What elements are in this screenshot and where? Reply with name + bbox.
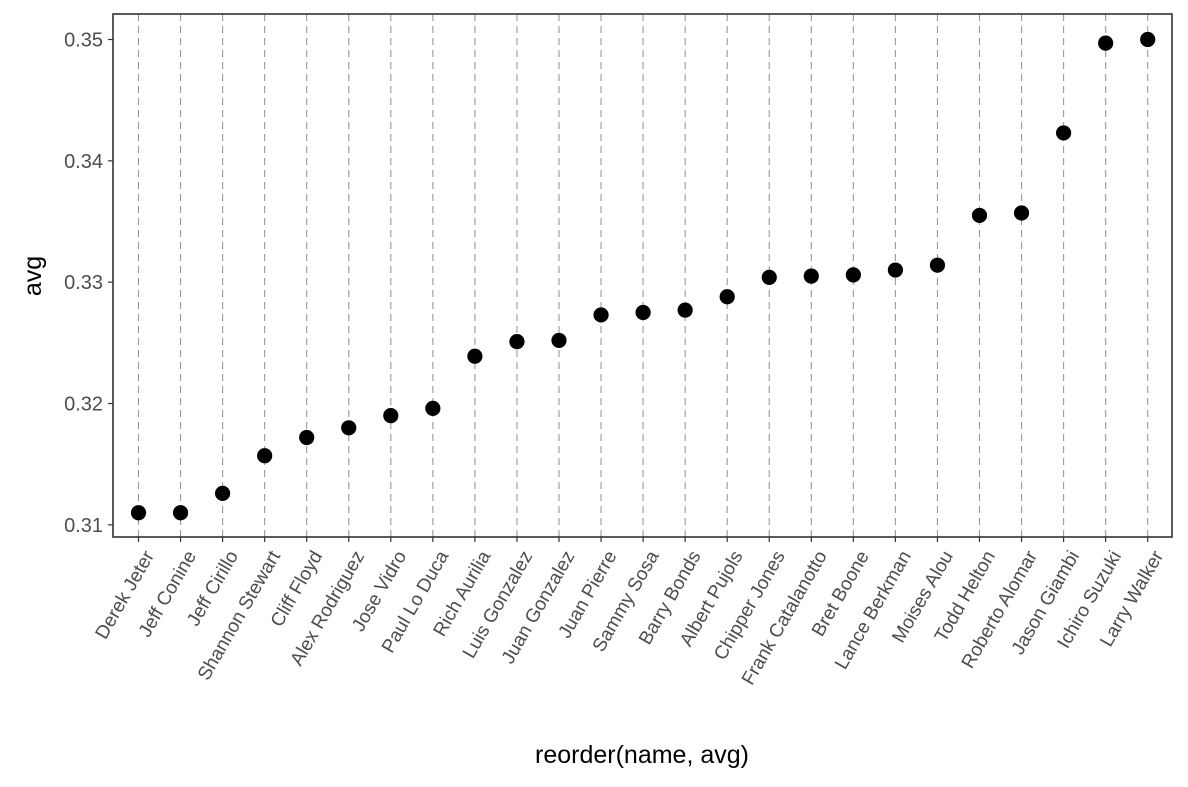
data-point: [971, 207, 988, 224]
data-point: [761, 269, 777, 285]
data-point: [383, 408, 399, 424]
y-tick-label: 0.31: [64, 515, 103, 537]
grid-lines: [137, 14, 1149, 537]
data-point: [551, 332, 567, 349]
data-point: [1098, 35, 1114, 51]
data-point: [257, 448, 273, 464]
data-point: [341, 420, 357, 436]
data-point: [1056, 125, 1072, 141]
data-point: [845, 267, 861, 283]
x-axis-title: reorder(name, avg): [535, 741, 749, 769]
plot-panel: [113, 14, 1172, 537]
y-axis-title: avg: [19, 256, 47, 296]
data-point: [467, 348, 483, 364]
data-point: [172, 505, 189, 521]
data-point: [509, 334, 525, 350]
data-point: [593, 307, 609, 323]
data-point: [425, 400, 441, 416]
data-points: [130, 31, 1156, 521]
y-tick-label: 0.35: [64, 29, 103, 51]
data-point: [803, 268, 819, 284]
data-point: [299, 429, 315, 446]
data-point: [719, 289, 735, 305]
y-tick-label: 0.32: [64, 394, 103, 416]
data-point: [130, 505, 147, 521]
data-point: [1013, 205, 1030, 221]
data-point: [677, 302, 693, 318]
y-axis: 0.31 0.32 0.33 0.34 0.35: [64, 29, 113, 537]
data-point: [887, 262, 904, 278]
data-point: [929, 257, 946, 273]
y-tick-label: 0.33: [64, 272, 103, 294]
data-point: [1140, 31, 1156, 48]
data-point: [215, 485, 231, 501]
data-point: [635, 304, 651, 321]
y-tick-label: 0.34: [64, 151, 103, 173]
